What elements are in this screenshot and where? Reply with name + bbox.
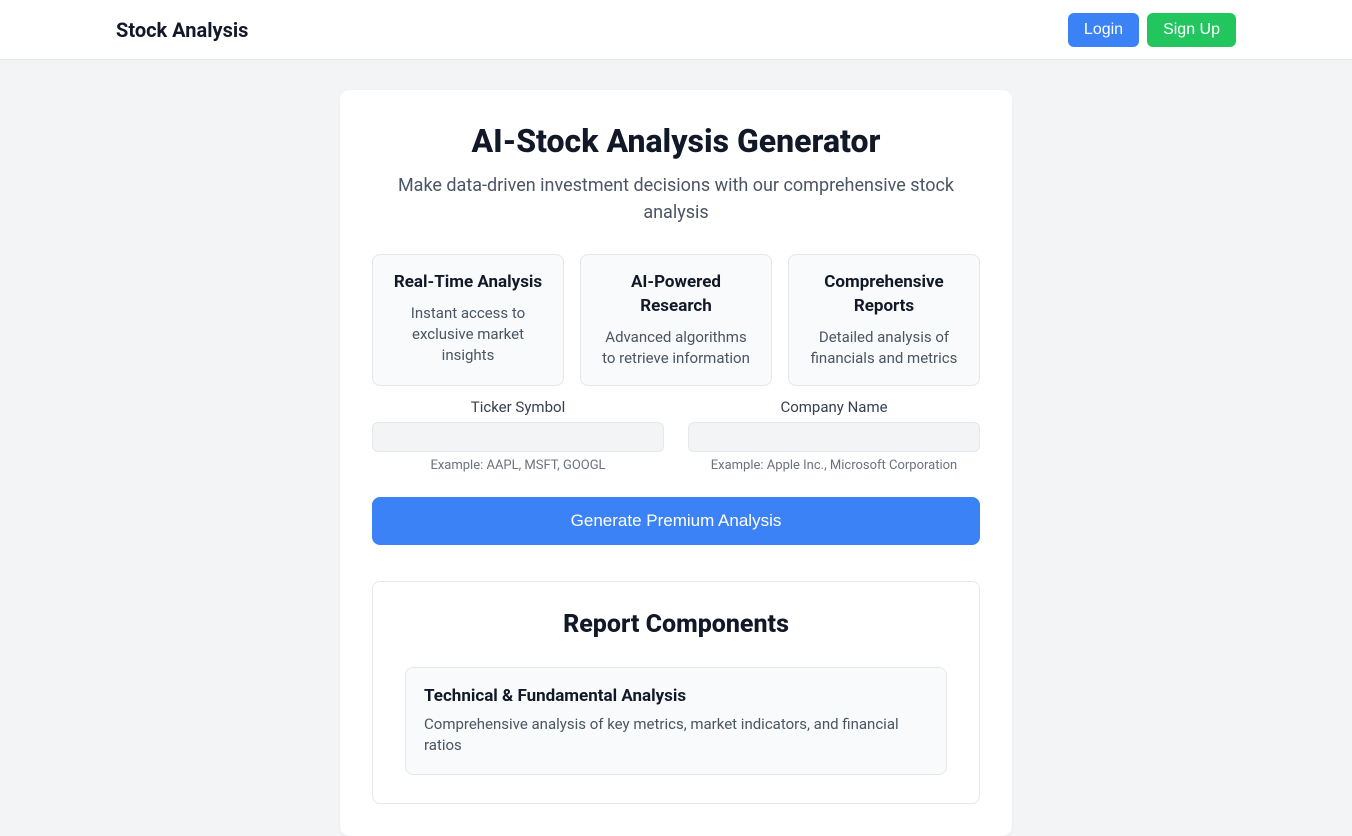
page-subtitle: Make data-driven investment decisions wi…: [372, 172, 980, 226]
company-hint: Example: Apple Inc., Microsoft Corporati…: [688, 458, 980, 473]
component-title: Technical & Fundamental Analysis: [424, 686, 928, 706]
feature-desc: Instant access to exclusive market insig…: [389, 303, 547, 366]
navbar: Stock Analysis Login Sign Up: [0, 0, 1352, 60]
component-desc: Comprehensive analysis of key metrics, m…: [424, 714, 928, 756]
company-input[interactable]: [688, 422, 980, 452]
brand-title: Stock Analysis: [116, 18, 248, 42]
page-title: AI-Stock Analysis Generator: [372, 122, 980, 160]
ticker-input[interactable]: [372, 422, 664, 452]
login-button[interactable]: Login: [1068, 13, 1139, 47]
report-section: Report Components Technical & Fundamenta…: [372, 581, 980, 804]
feature-desc: Detailed analysis of financials and metr…: [805, 327, 963, 369]
feature-reports: Comprehensive Reports Detailed analysis …: [788, 254, 980, 386]
ticker-hint: Example: AAPL, MSFT, GOOGL: [372, 458, 664, 473]
nav-buttons: Login Sign Up: [1068, 13, 1236, 47]
feature-title: Real-Time Analysis: [389, 271, 547, 295]
feature-title: AI-Powered Research: [597, 271, 755, 319]
main-card: AI-Stock Analysis Generator Make data-dr…: [340, 90, 1012, 836]
ticker-label: Ticker Symbol: [372, 398, 664, 416]
ticker-group: Ticker Symbol Example: AAPL, MSFT, GOOGL: [372, 398, 664, 473]
signup-button[interactable]: Sign Up: [1147, 13, 1236, 47]
form-row: Ticker Symbol Example: AAPL, MSFT, GOOGL…: [372, 398, 980, 473]
generate-button[interactable]: Generate Premium Analysis: [372, 497, 980, 545]
features-row: Real-Time Analysis Instant access to exc…: [372, 254, 980, 386]
feature-ai: AI-Powered Research Advanced algorithms …: [580, 254, 772, 386]
company-group: Company Name Example: Apple Inc., Micros…: [688, 398, 980, 473]
feature-desc: Advanced algorithms to retrieve informat…: [597, 327, 755, 369]
feature-realtime: Real-Time Analysis Instant access to exc…: [372, 254, 564, 386]
company-label: Company Name: [688, 398, 980, 416]
component-card: Technical & Fundamental Analysis Compreh…: [405, 667, 947, 775]
report-heading: Report Components: [405, 610, 947, 639]
feature-title: Comprehensive Reports: [805, 271, 963, 319]
